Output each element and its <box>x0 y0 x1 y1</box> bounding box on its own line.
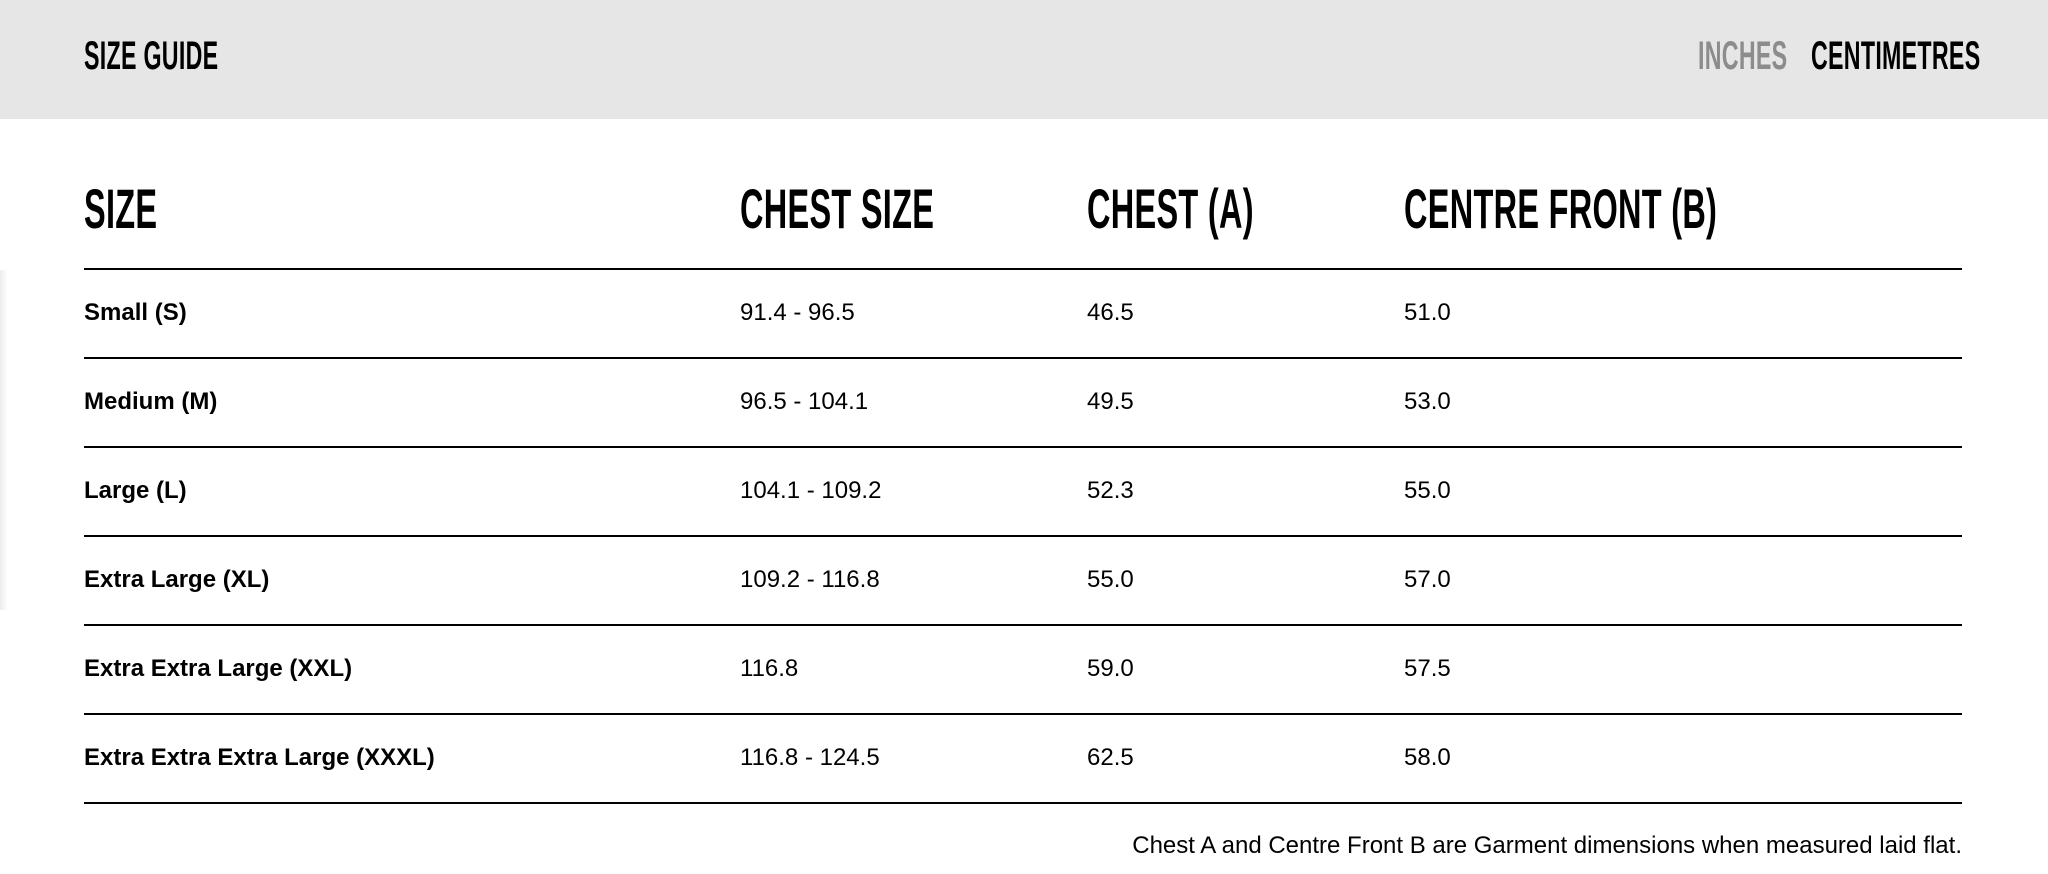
cell-chest-size: 91.4 - 96.5 <box>740 299 855 326</box>
row-divider <box>84 713 1962 715</box>
footnote: Chest A and Centre Front B are Garment d… <box>1132 832 1962 859</box>
row-divider <box>84 535 1962 537</box>
cell-chest-a: 62.5 <box>1087 744 1134 771</box>
column-header-centre-front-b: CENTRE FRONT (B) <box>1404 177 1718 240</box>
cell-chest-a: 46.5 <box>1087 299 1134 326</box>
cell-size: Large (L) <box>84 477 187 504</box>
cell-size: Extra Large (XL) <box>84 566 270 593</box>
cell-size: Extra Extra Large (XXL) <box>84 655 353 682</box>
cell-centre-front-b: 57.5 <box>1404 655 1451 682</box>
cell-chest-a: 55.0 <box>1087 566 1134 593</box>
cell-size: Medium (M) <box>84 388 218 415</box>
cell-chest-size: 109.2 - 116.8 <box>740 566 880 593</box>
cell-chest-a: 49.5 <box>1087 388 1134 415</box>
panel-edge-shadow <box>0 270 8 610</box>
cell-centre-front-b: 51.0 <box>1404 299 1451 326</box>
cell-chest-a: 59.0 <box>1087 655 1134 682</box>
cell-centre-front-b: 53.0 <box>1404 388 1451 415</box>
cell-chest-size: 96.5 - 104.1 <box>740 388 869 415</box>
size-guide-header <box>0 0 2048 119</box>
cell-chest-size: 104.1 - 109.2 <box>740 477 882 504</box>
row-divider <box>84 446 1962 448</box>
row-divider <box>84 357 1962 359</box>
cell-chest-size: 116.8 <box>740 655 799 682</box>
cell-centre-front-b: 58.0 <box>1404 744 1451 771</box>
size-guide-title: SIZE GUIDE <box>84 34 219 78</box>
cell-chest-a: 52.3 <box>1087 477 1134 504</box>
cell-chest-size: 116.8 - 124.5 <box>740 744 880 771</box>
unit-toggle-inches[interactable]: INCHES <box>1698 34 1788 78</box>
unit-toggle-centimetres[interactable]: CENTIMETRES <box>1811 34 1981 78</box>
column-header-chest-a: CHEST (A) <box>1087 177 1254 240</box>
cell-size: Extra Extra Extra Large (XXXL) <box>84 744 435 771</box>
row-divider <box>84 802 1962 804</box>
cell-centre-front-b: 55.0 <box>1404 477 1451 504</box>
cell-centre-front-b: 57.0 <box>1404 566 1451 593</box>
row-divider <box>84 268 1962 270</box>
column-header-chest-size: CHEST SIZE <box>740 177 935 240</box>
cell-size: Small (S) <box>84 299 187 326</box>
row-divider <box>84 624 1962 626</box>
column-header-size: SIZE <box>84 177 158 240</box>
